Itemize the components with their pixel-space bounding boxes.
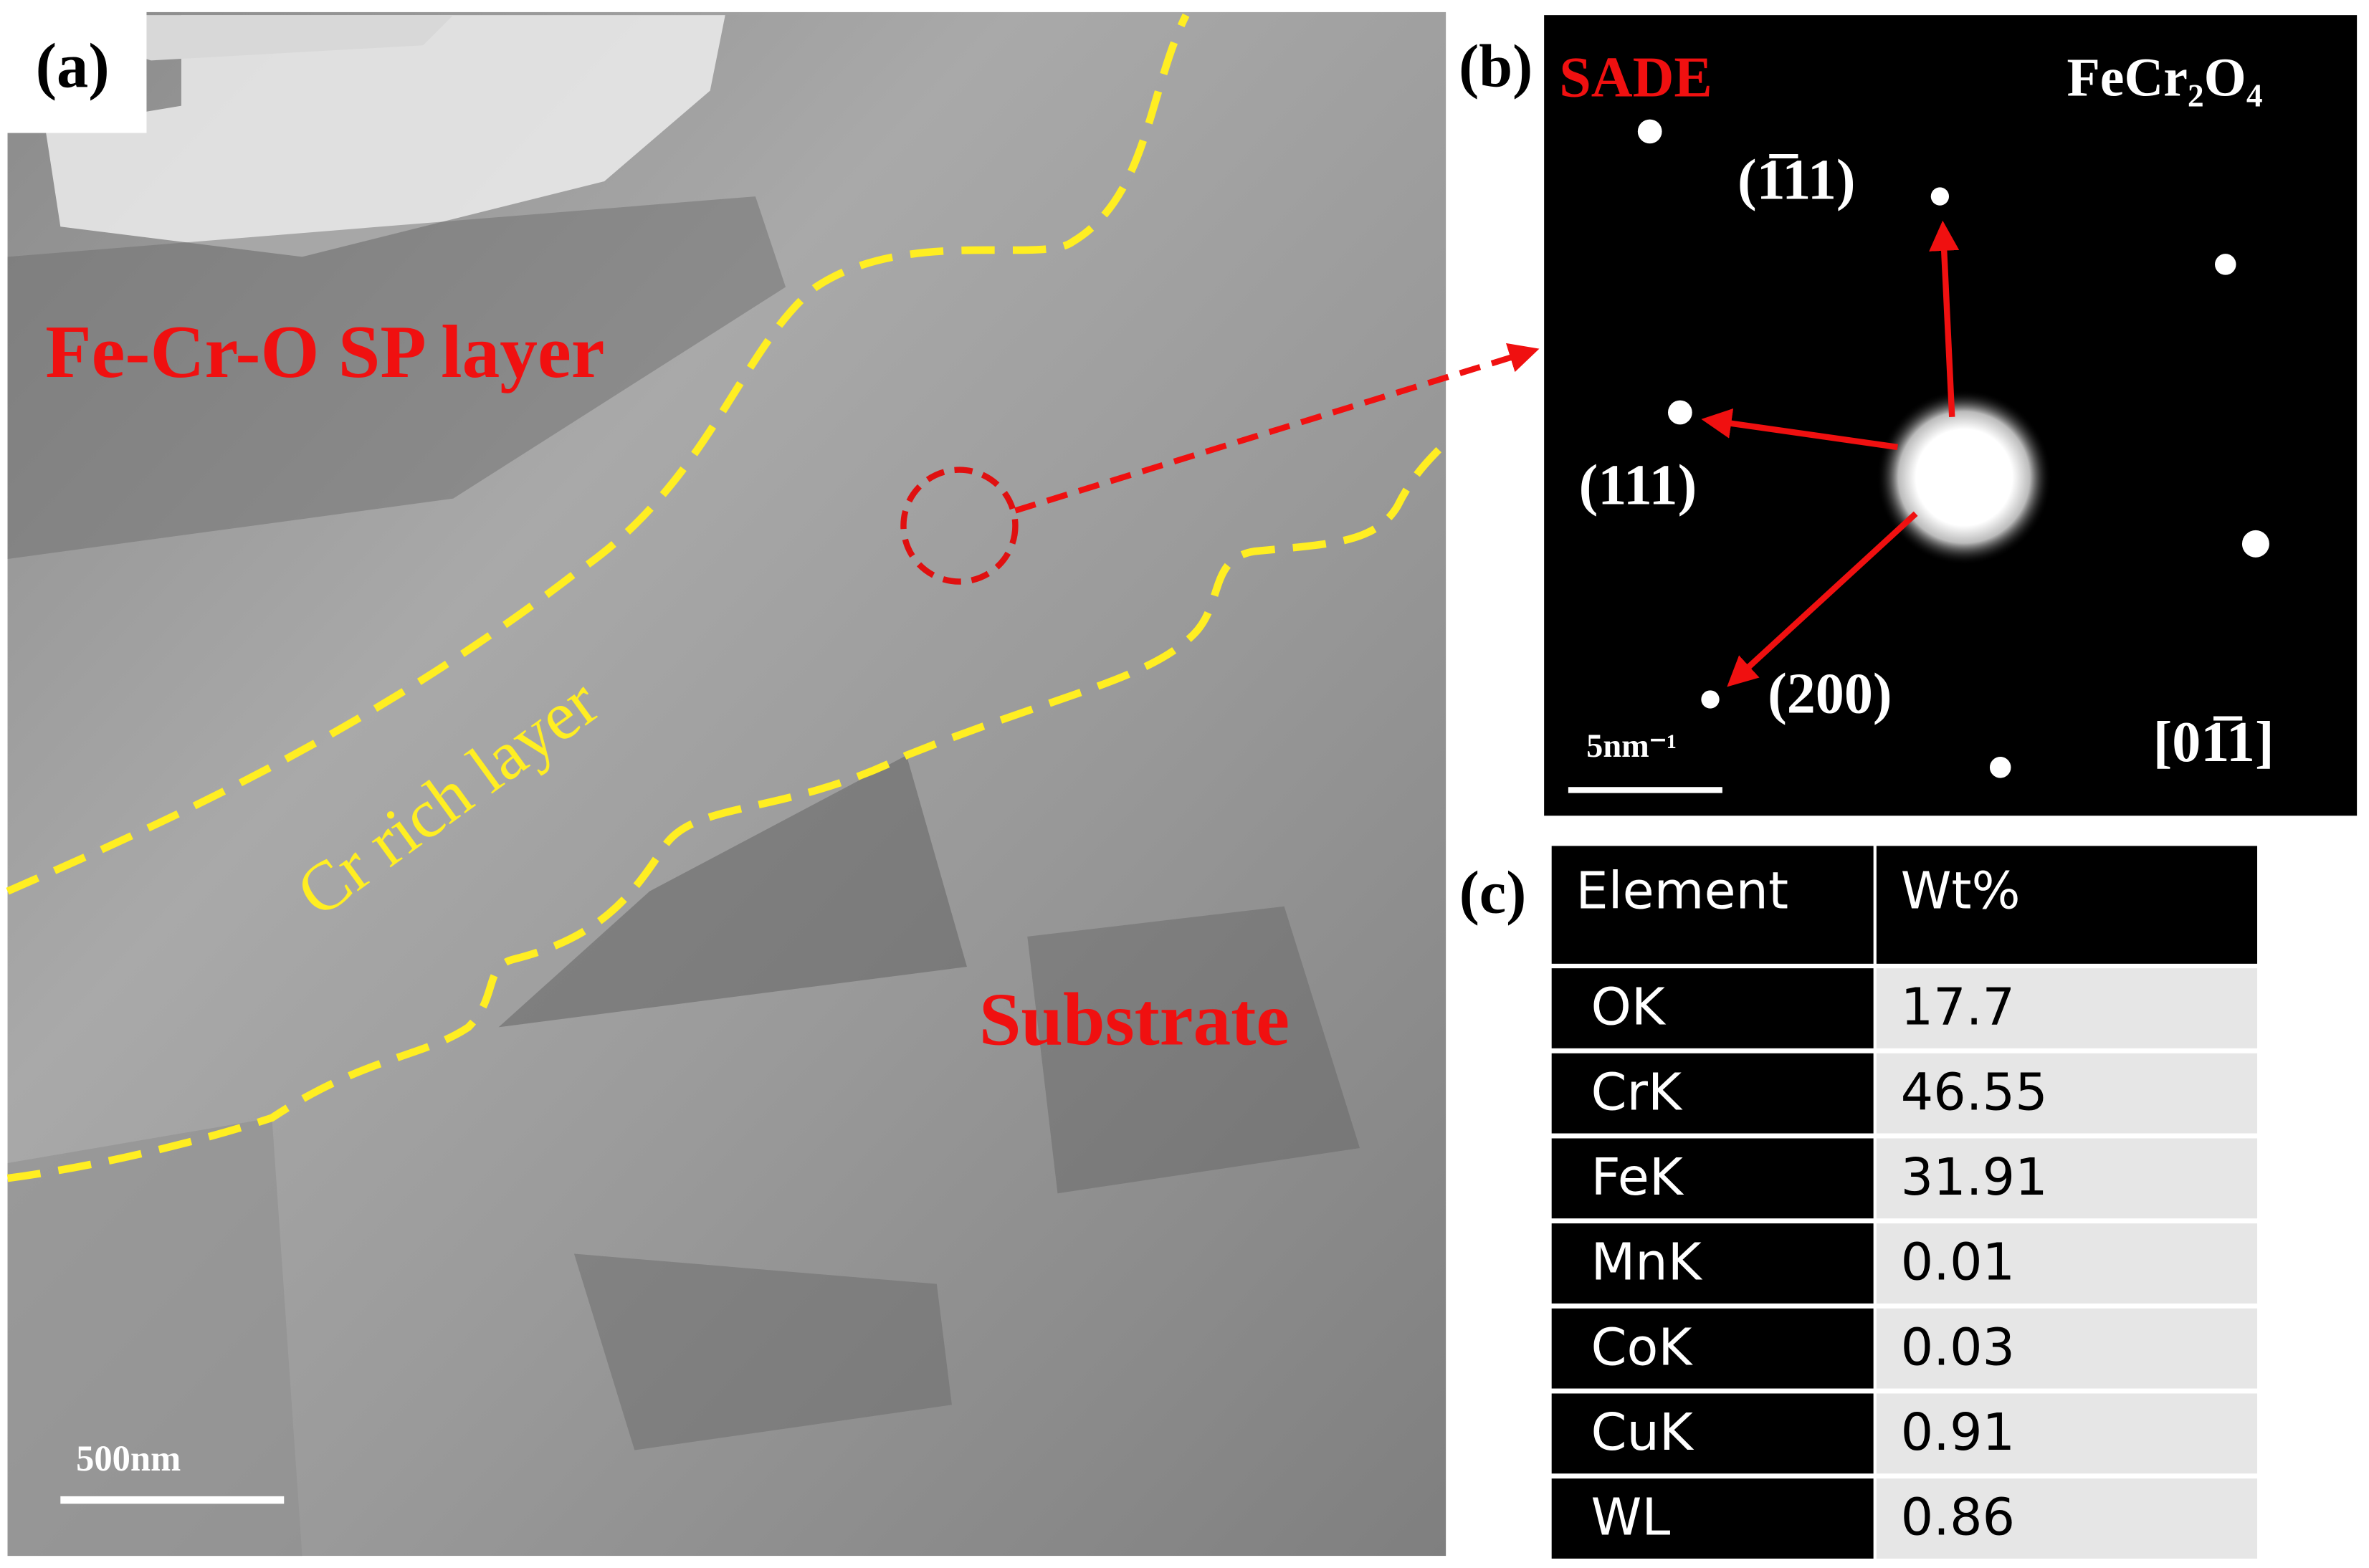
row-cell: [1876, 1053, 2258, 1134]
value-text: 0.03: [1901, 1316, 2016, 1377]
label-box: [0, 0, 147, 133]
row-cell: [1551, 1138, 1874, 1219]
row-cell: [1551, 1053, 1874, 1134]
sad-area: [900, 467, 1019, 585]
row-cell: [1551, 1223, 1874, 1304]
element-text: WL: [1591, 1487, 1670, 1547]
element-text: OK: [1591, 977, 1666, 1037]
value-text: 46.55: [1901, 1061, 2048, 1122]
header-text: Wt%: [1901, 860, 2021, 920]
element-text: CoK: [1591, 1316, 1693, 1377]
row-cell: [1551, 968, 1874, 1048]
scale-label: 5nm⁻¹: [1586, 728, 1677, 765]
layer-label: Substrate: [979, 977, 1290, 1061]
panel-label: (a): [36, 32, 110, 102]
panel-title: SADE: [1559, 46, 1712, 109]
row-cell: [1876, 1308, 2258, 1389]
value-text: 31.91: [1901, 1147, 2048, 1207]
row-cell: [1551, 1393, 1874, 1474]
element-text: FeK: [1591, 1147, 1684, 1207]
row-cell: [1876, 1478, 2258, 1559]
row-cell: [1876, 1223, 2258, 1304]
row-cell: [1551, 1478, 1874, 1559]
row-cell: [1876, 1393, 2258, 1474]
zone-axis: [01̅1]: [2153, 711, 2274, 774]
tem-image: [7, 11, 1446, 1557]
spot-label: (200): [1768, 662, 1892, 725]
phase-label: FeCr₂O₄: [2067, 47, 2262, 107]
spot-label: (1̅11): [1738, 149, 1856, 212]
header-cell: [1551, 846, 1874, 964]
spot-label: (111): [1579, 454, 1697, 517]
header-cell: [1876, 846, 2258, 964]
scale-label: 500nm: [76, 1438, 181, 1478]
diffraction-pattern: [1544, 15, 2358, 816]
header-text: Element: [1576, 860, 1788, 920]
element-text: CrK: [1591, 1061, 1682, 1122]
boundary-line: [6, 13, 1190, 895]
row-cell: [1876, 968, 2258, 1048]
value-text: 17.7: [1901, 977, 2016, 1037]
panel-label: (c): [1459, 860, 1527, 927]
boundary-line: [6, 443, 1446, 1182]
layer-label: Fe-Cr-O SP layer: [45, 310, 604, 393]
pointer-arrow: [1014, 343, 1540, 514]
value-text: 0.91: [1901, 1402, 2016, 1462]
element-text: MnK: [1591, 1232, 1702, 1292]
value-text: 0.01: [1901, 1232, 2016, 1292]
row-cell: [1551, 1308, 1874, 1389]
element-text: CuK: [1591, 1402, 1694, 1462]
value-text: 0.86: [1901, 1487, 2016, 1547]
row-cell: [1876, 1138, 2258, 1219]
panel-label: (b): [1459, 34, 1533, 100]
table: Element Wt% OK 17.7 CrK 46.55 FeK 31.91 MnK 0.01 C…: [1551, 846, 2258, 1559]
